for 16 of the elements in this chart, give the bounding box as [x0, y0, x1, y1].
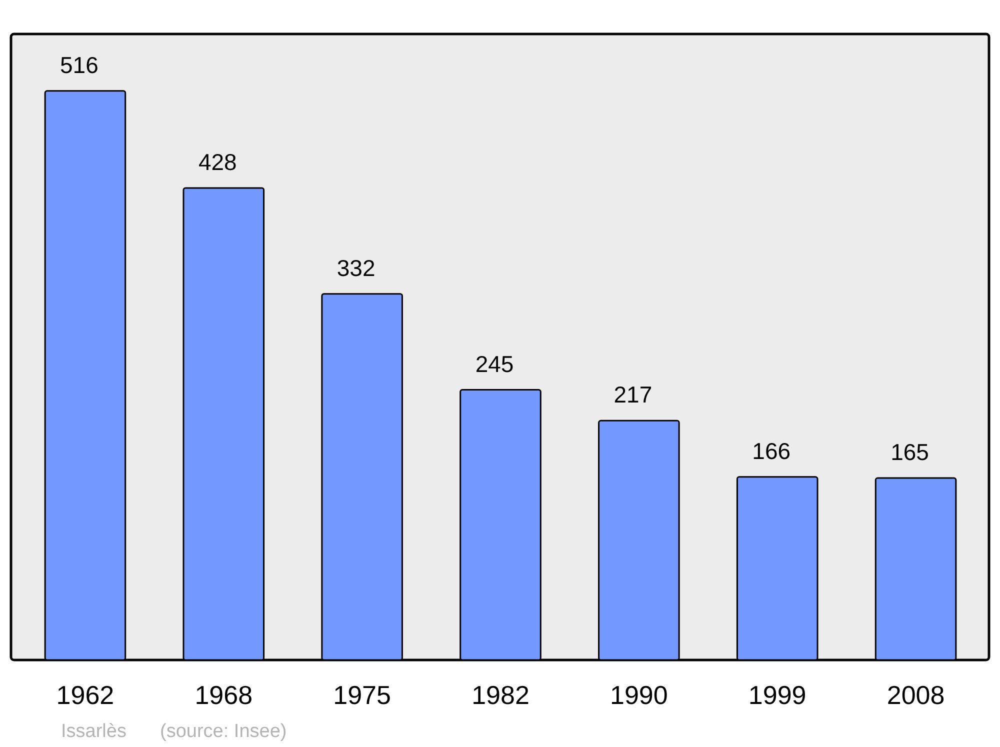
text: Issarlès — [61, 721, 126, 742]
x-tick-label: 1990 — [610, 680, 668, 710]
data-label: 166 — [752, 438, 791, 464]
x-tick-label: 1999 — [748, 680, 806, 710]
x-tick-label: 1975 — [333, 680, 391, 710]
data-label: 516 — [60, 52, 98, 78]
x-tick-label: 1962 — [56, 680, 114, 710]
data-label: 245 — [475, 350, 514, 377]
x-tick-label: 1982 — [472, 680, 530, 710]
data-label: 165 — [890, 439, 929, 466]
data-label: 332 — [336, 254, 376, 281]
x-tick-label: 1968 — [194, 680, 253, 710]
x-tick-label: 2008 — [886, 680, 945, 710]
data-label: 428 — [198, 148, 237, 175]
text: (source: Insee) — [160, 721, 287, 742]
data-label: 217 — [614, 382, 652, 408]
